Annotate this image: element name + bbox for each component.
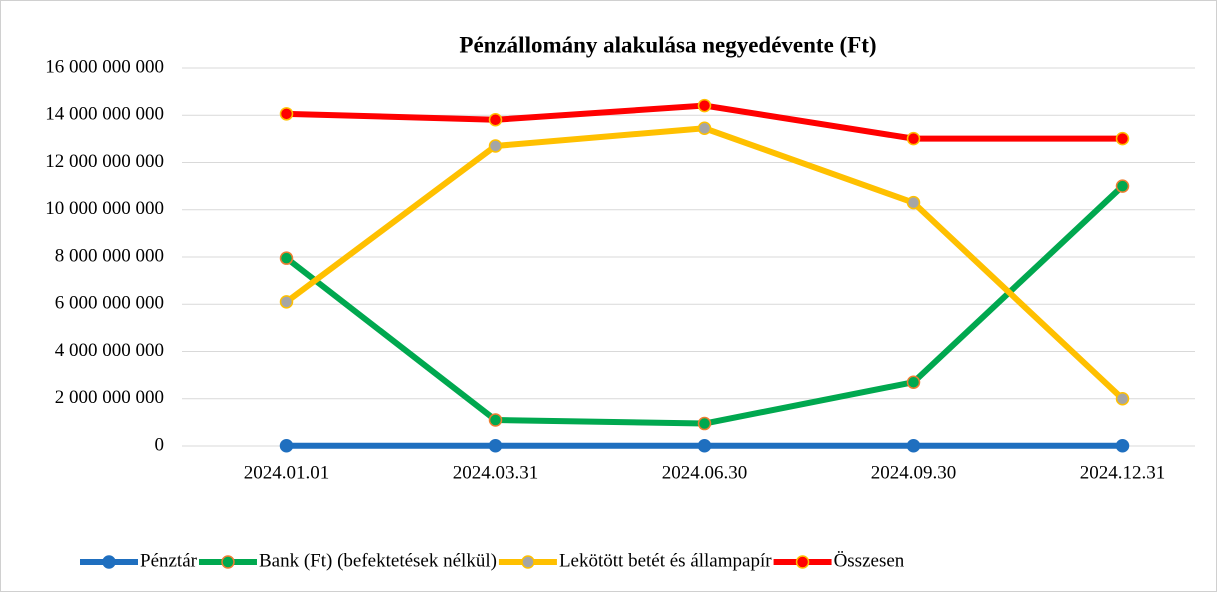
point bbox=[279, 295, 294, 309]
y-tick-label: 14 000 000 000 bbox=[45, 104, 164, 125]
legend-label: Pénztár bbox=[140, 550, 198, 571]
point bbox=[488, 439, 503, 453]
legend-label: Lekötött betét és állampapír bbox=[559, 550, 772, 571]
y-tick-label: 10 000 000 000 bbox=[45, 198, 164, 219]
legend-label: Bank (Ft) (befektetések nélkül) bbox=[259, 550, 497, 571]
point bbox=[1115, 131, 1130, 146]
point bbox=[488, 413, 503, 427]
point bbox=[906, 375, 921, 389]
point bbox=[1115, 179, 1130, 193]
chart-title: Pénzállomány alakulása negyedévente (Ft) bbox=[459, 32, 876, 57]
point bbox=[906, 131, 921, 146]
legend-marker bbox=[221, 555, 235, 569]
y-tick-label: 2 000 000 000 bbox=[55, 387, 164, 408]
point bbox=[279, 251, 294, 265]
y-tick-label: 16 000 000 000 bbox=[45, 56, 164, 77]
point bbox=[1115, 392, 1130, 406]
point bbox=[488, 139, 503, 153]
y-tick-label: 12 000 000 000 bbox=[45, 151, 164, 172]
y-tick-label: 0 bbox=[155, 434, 165, 455]
point bbox=[697, 416, 712, 431]
point bbox=[697, 98, 712, 113]
x-tick-label: 2024.03.31 bbox=[453, 462, 539, 483]
point bbox=[906, 195, 921, 210]
x-tick-label: 2024.06.30 bbox=[662, 462, 748, 483]
y-tick-label: 4 000 000 000 bbox=[55, 340, 164, 361]
point bbox=[279, 107, 294, 121]
legend-marker bbox=[102, 555, 116, 569]
x-tick-label: 2024.12.31 bbox=[1080, 462, 1166, 483]
legend-marker bbox=[521, 555, 535, 569]
point bbox=[488, 112, 503, 127]
x-tick-label: 2024.01.01 bbox=[244, 462, 330, 483]
point bbox=[1115, 439, 1130, 453]
point bbox=[697, 121, 712, 135]
legend-label: Összesen bbox=[834, 550, 905, 571]
point bbox=[697, 439, 712, 453]
x-tick-label: 2024.09.30 bbox=[871, 462, 957, 483]
point bbox=[906, 439, 921, 453]
y-tick-label: 6 000 000 000 bbox=[55, 293, 164, 314]
legend-marker bbox=[795, 555, 810, 569]
point bbox=[279, 439, 294, 453]
y-tick-label: 8 000 000 000 bbox=[55, 245, 164, 266]
